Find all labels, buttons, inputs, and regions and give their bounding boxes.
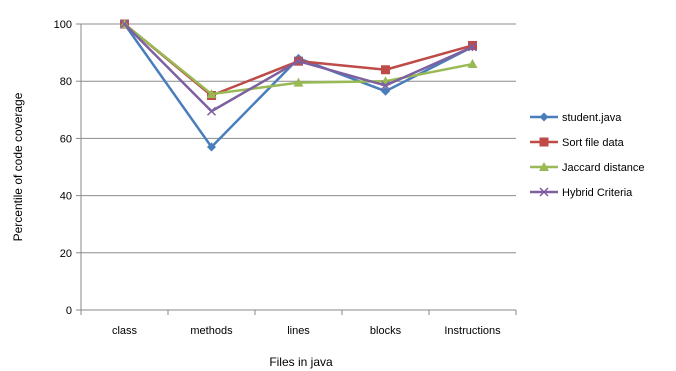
series-hybrid-criteria: [119, 19, 478, 116]
x-tick-label: lines: [287, 325, 310, 337]
gridlines: [81, 23, 516, 254]
y-tick-label: 20: [60, 248, 72, 260]
y-axis-ticks: 0 20 40 60 80 100: [54, 19, 81, 317]
x-tick-label: blocks: [370, 325, 402, 337]
legend-marker: [539, 162, 549, 171]
data-point: [207, 142, 216, 152]
series-layer: [119, 19, 478, 152]
legend-item-student-java: student.java: [530, 112, 622, 124]
y-tick-label: 0: [66, 305, 72, 317]
y-tick-label: 40: [60, 191, 72, 203]
y-tick-label: 60: [60, 133, 72, 145]
data-point: [293, 56, 304, 66]
y-tick-label: 80: [60, 76, 72, 88]
legend-label: Sort file data: [562, 137, 625, 149]
data-point: [468, 40, 477, 50]
data-point: [381, 65, 390, 75]
data-point: [381, 86, 390, 96]
y-tick-label: 100: [54, 19, 72, 31]
legend-marker: [539, 112, 549, 122]
legend-item-hybrid-criteria: Hybrid Criteria: [530, 187, 633, 199]
legend: student.java Sort file data Jaccard distan…: [530, 112, 645, 199]
y-axis-title: Percentile of code coverage: [11, 92, 25, 241]
data-point: [293, 77, 304, 87]
data-point: [119, 19, 130, 29]
legend-item-sort-file-data: Sort file data: [530, 137, 625, 149]
x-axis-title: Files in java: [269, 355, 333, 369]
legend-item-jaccard-distance: Jaccard distance: [530, 162, 645, 174]
x-tick-label: methods: [190, 325, 233, 337]
legend-marker: [539, 137, 549, 147]
data-point: [206, 89, 217, 99]
legend-label: student.java: [562, 112, 622, 124]
legend-label: Hybrid Criteria: [562, 187, 633, 199]
x-tick-label: class: [112, 325, 138, 337]
data-point: [206, 106, 217, 116]
x-axis-ticks: class methods lines blocks Instructions: [80, 310, 517, 337]
legend-marker: [539, 187, 549, 197]
x-tick-label: Instructions: [444, 325, 501, 337]
legend-label: Jaccard distance: [562, 162, 645, 174]
series-sort-file-data: [120, 19, 477, 100]
data-point: [467, 42, 478, 52]
data-point: [467, 59, 478, 69]
data-point: [380, 80, 391, 91]
